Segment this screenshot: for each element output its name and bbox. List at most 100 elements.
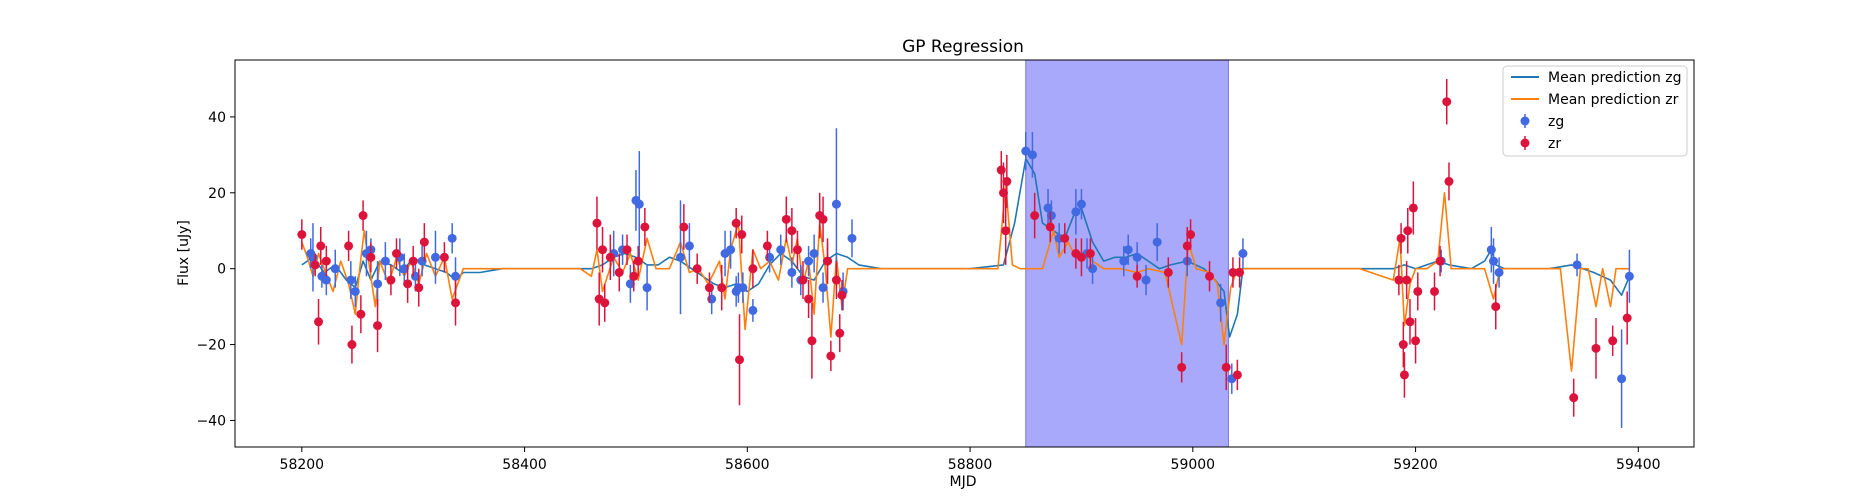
zr-marker <box>837 290 847 300</box>
zg-marker <box>787 267 797 277</box>
zr-point <box>1408 181 1418 235</box>
zr-marker <box>1444 176 1454 186</box>
zr-point <box>1228 257 1238 288</box>
zr-marker <box>640 222 650 232</box>
zr-point <box>1569 378 1579 417</box>
zg-point <box>1043 189 1053 227</box>
legend-entry-mean-zg: Mean prediction zg <box>1548 70 1682 86</box>
zr-marker <box>1435 256 1445 266</box>
zr-marker <box>321 256 331 266</box>
zg-marker <box>1132 252 1142 262</box>
zr-point <box>737 215 747 254</box>
zg-marker <box>748 305 758 315</box>
zg-point <box>399 253 409 284</box>
zg-marker <box>346 275 356 285</box>
zg-marker <box>430 252 440 262</box>
zr-point <box>1413 272 1423 311</box>
zr-point <box>408 245 418 277</box>
zg-point <box>1076 189 1086 220</box>
zr-point <box>605 234 615 281</box>
zr-marker <box>1394 275 1404 285</box>
zr-point <box>629 261 639 292</box>
legend-swatch-zg-marker <box>1520 116 1530 126</box>
zr-point <box>1444 162 1454 201</box>
zg-point <box>787 257 797 288</box>
y-tick-label: 20 <box>208 186 226 202</box>
zr-marker <box>787 226 797 236</box>
zg-point <box>818 272 828 303</box>
zg-point <box>447 223 457 254</box>
zr-point <box>717 264 727 311</box>
zg-marker <box>1489 256 1499 266</box>
zg-point <box>1123 234 1133 265</box>
zr-point <box>321 245 331 277</box>
zr-marker <box>781 214 791 224</box>
legend-entry-zr: zr <box>1548 136 1561 152</box>
zr-marker <box>1045 222 1055 232</box>
zr-marker <box>373 321 383 331</box>
zg-point <box>1494 257 1504 288</box>
zg-marker <box>831 199 841 209</box>
zr-marker <box>692 264 702 274</box>
zr-point <box>807 302 817 379</box>
zg-marker <box>1238 249 1248 258</box>
zg-marker <box>707 294 717 304</box>
zr-point <box>344 230 354 262</box>
zr-marker <box>826 351 836 361</box>
zr-point <box>419 223 429 262</box>
zr-marker <box>358 211 368 221</box>
zr-point <box>804 280 814 318</box>
zg-point <box>346 261 356 300</box>
zr-point <box>1411 318 1421 364</box>
zr-marker <box>408 256 418 266</box>
zr-point <box>792 230 802 269</box>
zr-marker <box>439 252 449 262</box>
zr-point <box>748 249 758 288</box>
legend-entry-zg: zg <box>1548 114 1564 130</box>
zr-marker <box>356 309 366 319</box>
zr-marker <box>1085 249 1095 258</box>
zg-point <box>1021 132 1031 171</box>
zr-marker <box>414 283 424 293</box>
zg-marker <box>804 256 814 266</box>
zg-point <box>1216 283 1226 322</box>
zr-point <box>1394 264 1404 296</box>
zr-point <box>1608 325 1618 356</box>
zr-point <box>633 245 643 277</box>
zg-point <box>738 272 748 303</box>
x-tick-label: 58200 <box>280 457 325 473</box>
zr-marker <box>1398 340 1408 350</box>
zr-marker <box>1186 230 1196 240</box>
zr-marker <box>717 283 727 293</box>
zr-marker <box>314 317 324 327</box>
x-tick-label: 58800 <box>948 457 993 473</box>
zr-marker <box>1177 362 1187 372</box>
zg-marker <box>308 252 318 262</box>
zr-marker <box>1132 271 1142 281</box>
zg-point <box>1071 189 1081 235</box>
x-tick-label: 59200 <box>1393 457 1438 473</box>
zr-point <box>1429 272 1439 311</box>
zg-point <box>642 264 652 311</box>
zr-point <box>386 264 396 296</box>
zg-point <box>430 230 440 284</box>
zr-point <box>692 253 702 284</box>
zr-marker <box>1429 286 1439 296</box>
zg-marker <box>380 256 390 266</box>
zr-marker <box>823 256 833 266</box>
zr-marker <box>592 218 602 228</box>
zg-point <box>1027 132 1037 178</box>
zr-point <box>1177 352 1187 383</box>
zr-marker <box>998 188 1008 198</box>
zr-marker <box>1001 226 1011 236</box>
zr-point <box>823 238 833 284</box>
zg-marker <box>373 279 383 289</box>
zg-point <box>1152 223 1162 262</box>
zr-marker <box>419 237 429 247</box>
zr-point <box>787 207 797 254</box>
zr-marker <box>1232 370 1242 380</box>
zr-marker <box>1403 226 1413 236</box>
zr-point <box>1030 192 1040 239</box>
zg-marker <box>417 256 427 266</box>
zr-marker <box>1182 241 1192 251</box>
